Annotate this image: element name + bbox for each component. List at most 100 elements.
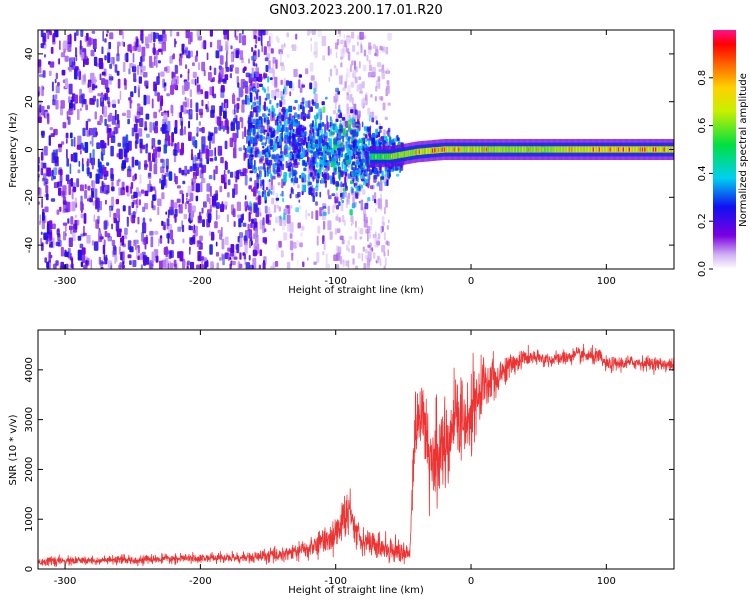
heatmap-cell [545, 146, 548, 153]
heatmap-cell [187, 50, 191, 59]
heatmap-cell [70, 178, 73, 187]
heatmap-cell [278, 108, 282, 113]
heatmap-cell [285, 80, 290, 86]
heatmap-cell [302, 184, 307, 193]
heatmap-cell [368, 48, 372, 55]
heatmap-cell [192, 163, 197, 172]
heatmap-cell [176, 185, 181, 189]
heatmap-cell [239, 238, 243, 248]
heatmap-cell [55, 241, 60, 247]
heatmap-cell [291, 252, 294, 261]
heatmap-cell [258, 195, 261, 205]
heatmap-cell [549, 146, 552, 153]
heatmap-cell [254, 30, 257, 35]
heatmap-cell [213, 193, 218, 201]
heatmap-cell [255, 196, 258, 201]
heatmap-cell [143, 238, 147, 245]
heatmap-cell [435, 147, 438, 154]
heatmap-cell [173, 259, 177, 267]
heatmap-cell [196, 264, 201, 269]
heatmap-cell [81, 247, 86, 255]
heatmap-cell [388, 141, 392, 147]
heatmap-cell [436, 147, 439, 154]
heatmap-cell [361, 143, 365, 148]
colorbar-tick-label: 0.0 [697, 261, 708, 277]
heatmap-cell [363, 169, 366, 174]
heatmap-cell [340, 39, 344, 45]
heatmap-cell [71, 201, 76, 212]
heatmap-cell [529, 146, 531, 153]
heatmap-cell [506, 146, 508, 153]
heatmap-cell [583, 146, 585, 153]
heatmap-cell [132, 66, 137, 72]
heatmap-cell [373, 153, 375, 160]
heatmap-cell [270, 132, 274, 138]
heatmap-cell [46, 105, 50, 110]
heatmap-cell [350, 81, 355, 88]
heatmap-cell [74, 68, 78, 80]
heatmap-y-tick-label: 0 [24, 146, 35, 152]
heatmap-cell [262, 125, 266, 130]
heatmap-cell [269, 77, 273, 81]
heatmap-cell [179, 53, 182, 57]
heatmap-cell [374, 96, 377, 102]
heatmap-cell [362, 154, 365, 160]
heatmap-cell [311, 156, 315, 163]
heatmap-cell [202, 144, 205, 152]
heatmap-cell [334, 167, 337, 175]
heatmap-cell [348, 248, 350, 253]
heatmap-cell [60, 247, 64, 257]
heatmap-cell [376, 260, 378, 264]
heatmap-cell [188, 135, 191, 141]
heatmap-cell [358, 61, 361, 69]
heatmap-cell [345, 260, 348, 267]
heatmap-cell [403, 151, 405, 158]
heatmap-cell [325, 162, 330, 167]
heatmap-cell [236, 97, 241, 102]
heatmap-cell [346, 92, 349, 101]
heatmap-cell [189, 192, 194, 202]
heatmap-cell [250, 80, 252, 86]
heatmap-y-tick-label: -40 [24, 237, 35, 253]
heatmap-cell [267, 76, 270, 83]
heatmap-cell [290, 188, 294, 195]
heatmap-cell [530, 146, 532, 153]
heatmap-cell [161, 51, 163, 55]
heatmap-cell [80, 142, 84, 149]
heatmap-cell [327, 205, 330, 215]
heatmap-cell [563, 146, 566, 153]
heatmap-cell [227, 30, 229, 40]
heatmap-cell [104, 94, 107, 101]
heatmap-cell [62, 185, 67, 196]
heatmap-cell [148, 172, 151, 177]
heatmap-cell [122, 186, 125, 190]
heatmap-cell [82, 99, 87, 105]
heatmap-cell [526, 146, 529, 153]
heatmap-cell [338, 104, 341, 110]
heatmap-cell [277, 159, 281, 166]
heatmap-cell [187, 203, 192, 213]
heatmap-cell [65, 138, 68, 144]
heatmap-cell [240, 79, 246, 89]
heatmap-cell [245, 94, 248, 105]
heatmap-cell [591, 146, 594, 153]
heatmap-cell [288, 105, 293, 113]
heatmap-cell [249, 138, 252, 144]
heatmap-cell [255, 91, 258, 94]
heatmap-cell [580, 146, 583, 153]
heatmap-cell [204, 91, 209, 99]
heatmap-cell [140, 34, 143, 41]
heatmap-cell [324, 180, 327, 188]
heatmap-cell [40, 242, 44, 251]
heatmap-cell [404, 151, 406, 158]
heatmap-cell [215, 165, 218, 175]
heatmap-cell [350, 109, 354, 114]
heatmap-cell [48, 220, 53, 230]
snr-x-tick-label: 0 [468, 576, 474, 587]
heatmap-cell [118, 148, 123, 160]
heatmap-cell [310, 75, 315, 81]
heatmap-cell [44, 193, 49, 198]
heatmap-cell [301, 84, 305, 88]
heatmap-cell [357, 252, 361, 259]
